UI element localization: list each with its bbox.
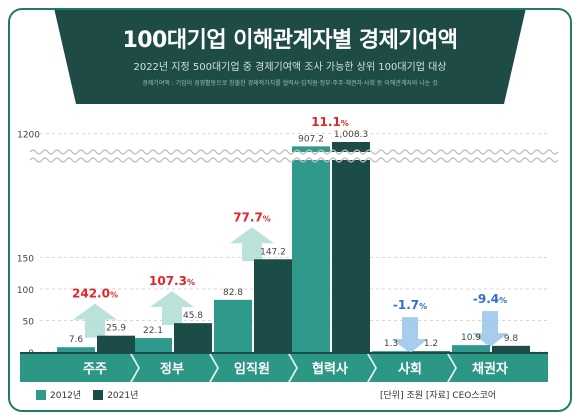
change-label: -1.7%: [393, 298, 427, 312]
category-label: 정부: [160, 361, 184, 377]
bar-2012: [372, 351, 410, 352]
category-label: 주주: [83, 362, 107, 377]
header-banner: 100대기업 이해관계자별 경제기여액 2022년 지정 500대기업 중 경제…: [54, 10, 526, 104]
data-label: 9.8: [504, 334, 519, 344]
data-label: 1,008.3: [334, 130, 368, 140]
legend-swatch-2012: [36, 389, 46, 400]
bar-2021: [97, 335, 135, 352]
change-unit: %: [110, 291, 118, 300]
legend-label-2021: 2021년: [107, 391, 139, 401]
baseline: [20, 352, 548, 354]
bar-2021: [332, 141, 370, 352]
bar-2012: [292, 146, 330, 352]
chart-note: 경제기여액 : 기업이 경영활동으로 창출한 경제적가치를 협력사·임직원·정부…: [142, 80, 438, 87]
change-unit: %: [263, 214, 271, 223]
category-label: 협력사: [312, 361, 348, 377]
data-label: 25.9: [106, 324, 126, 334]
bar-2012: [452, 345, 490, 352]
data-label: 7.6: [69, 335, 84, 345]
bar-2021: [412, 351, 450, 352]
axis-break-wave: [29, 157, 559, 163]
data-label: 147.2: [260, 247, 286, 257]
change-label: -9.4%: [473, 292, 507, 306]
chart-subtitle: 2022년 지정 500대기업 중 경제기여액 조사 가능한 상위 100대기업…: [133, 62, 447, 73]
data-label: 907.2: [298, 134, 324, 144]
category-separator: [367, 354, 377, 382]
data-label: 10.9: [461, 333, 481, 343]
category-band: [20, 354, 548, 382]
data-label: 45.8: [183, 311, 203, 321]
data-label: 1.2: [424, 339, 438, 349]
bar-2021: [174, 323, 212, 352]
change-label: 242.0%: [72, 287, 118, 301]
bar-2012: [134, 338, 172, 352]
bar-2012: [214, 299, 252, 352]
data-label: 22.1: [143, 326, 163, 336]
axis-break-wave: [29, 149, 559, 155]
change-label: 11.1%: [311, 115, 349, 129]
category-label: 임직원: [234, 361, 270, 377]
increase-arrow: [230, 227, 274, 262]
category-separator: [209, 354, 219, 382]
data-label: 82.8: [223, 288, 243, 298]
legend-item-2021: 2021년: [93, 388, 138, 401]
change-label: 107.3%: [149, 274, 195, 288]
change-unit: %: [419, 302, 427, 311]
y-tick-label: 50: [23, 318, 35, 328]
chart-title: 100대기업 이해관계자별 경제기여액: [122, 28, 458, 53]
bar-2012: [57, 347, 95, 352]
change-unit: %: [187, 278, 195, 287]
axis-break-gap: [30, 152, 552, 160]
source-note: [단위] 조원 [자료] CEO스코어: [380, 391, 497, 401]
bar-2021: [254, 259, 292, 352]
legend: 2012년 2021년: [36, 388, 138, 401]
change-label: 77.7%: [233, 210, 271, 224]
legend-swatch-2021: [93, 389, 104, 400]
y-tick-label: 1200: [17, 131, 40, 141]
bar-2021: [492, 345, 530, 352]
y-tick-label: 100: [17, 286, 34, 296]
decrease-arrow: [392, 317, 428, 354]
y-tick-label: 150: [17, 255, 34, 265]
change-unit: %: [499, 296, 507, 305]
legend-item-2012: 2012년: [36, 388, 81, 401]
data-label: 1.3: [384, 339, 398, 349]
category-label: 사회: [398, 361, 422, 377]
increase-arrow: [150, 291, 194, 326]
increase-arrow: [73, 303, 117, 338]
change-unit: %: [341, 119, 349, 128]
category-separator: [288, 354, 298, 382]
category-separator: [447, 354, 457, 382]
category-label: 채권자: [472, 362, 508, 377]
decrease-arrow: [472, 311, 508, 348]
category-separator: [130, 354, 140, 382]
legend-label-2012: 2012년: [50, 391, 82, 401]
